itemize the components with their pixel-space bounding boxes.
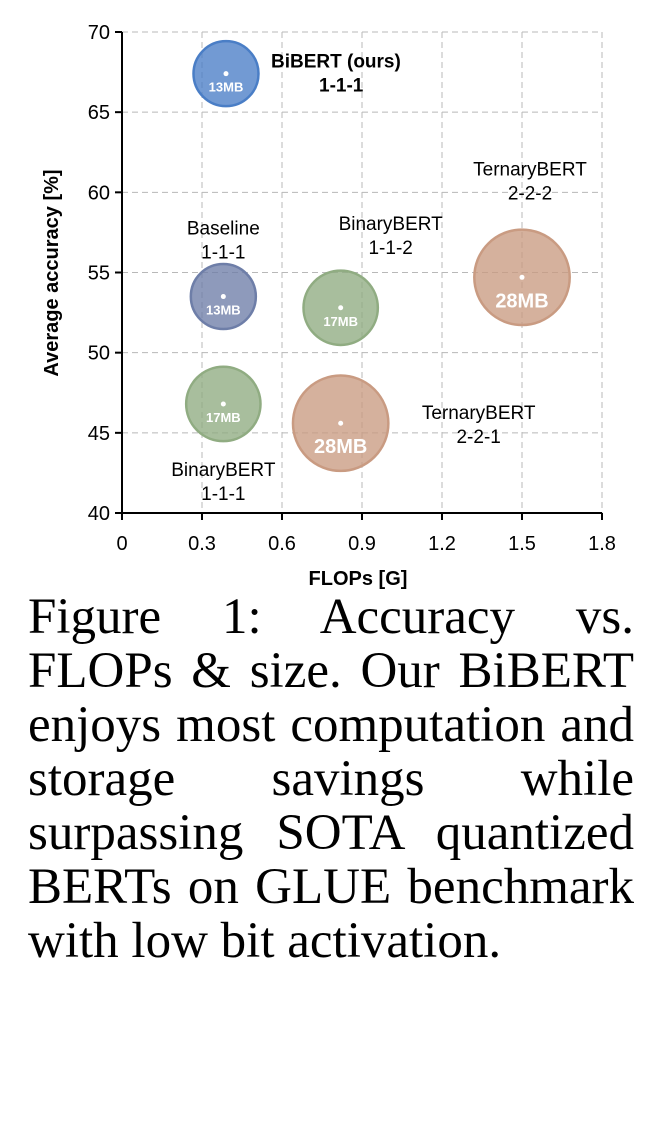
bubble-size-label: 28MB (495, 290, 548, 312)
bubble-labels: BiBERT (ours) 1-1-1 Baseline 1-1-1 BinaryBER… (171, 52, 587, 505)
y-tick-label: 60 (88, 182, 110, 204)
bubble-center-dot (519, 274, 525, 280)
bubble-config-label: 1-1-1 (201, 243, 245, 264)
y-tick-label: 50 (88, 343, 110, 365)
bubble-name-label: BinaryBERT (171, 460, 276, 481)
bubble-chart: 40 45 50 55 60 65 70 0 0.3 0.6 0.9 1.2 1.5 1.8 13MB 13… (41, 22, 616, 590)
bubble-center-dot (223, 71, 229, 77)
figure-caption: Figure 1: Accuracy vs. FLOPs & size. Our… (28, 589, 634, 970)
y-axis-title: Average accuracy [%] (41, 169, 63, 376)
bubble-group: 28MB (473, 228, 571, 327)
bubble-config-label: 1-1-1 (319, 76, 364, 97)
bubble-name-label: BinaryBERT (339, 214, 444, 235)
x-tick-label: 1.8 (588, 533, 616, 555)
bubble-center-dot (220, 294, 226, 300)
x-axis-title: FLOPs [G] (309, 568, 408, 590)
bubble-center-dot (220, 401, 226, 407)
bubble-center-dot (338, 420, 344, 426)
x-tick-label: 0.3 (188, 533, 216, 555)
bubble-size-label: 17MB (206, 410, 241, 425)
y-tick-label: 40 (88, 503, 110, 525)
y-tick-label: 70 (88, 22, 110, 44)
bubble-name-label: TernaryBERT (473, 159, 587, 180)
y-tick-label: 55 (88, 263, 110, 285)
bubble-config-label: 1-1-2 (368, 238, 412, 259)
bubble-config-label: 1-1-1 (201, 484, 245, 505)
bubble-name-label: Baseline (187, 219, 260, 240)
bubbles: 13MB 13MB 17MB 28MB 17MB 28MB (184, 39, 571, 473)
x-tick-label: 0.9 (348, 533, 376, 555)
bubble-config-label: 2-2-2 (508, 183, 552, 204)
x-tick-label: 0.6 (268, 533, 296, 555)
bubble-group: 13MB (192, 39, 260, 108)
bubble-name-label: BiBERT (ours) (271, 52, 401, 73)
y-tick-label: 65 (88, 102, 110, 124)
bubble-size-label: 17MB (323, 314, 358, 329)
bubble-center-dot (338, 305, 344, 311)
bubble-group: 17MB (184, 365, 262, 443)
bubble-group: 17MB (302, 269, 380, 347)
x-tick-label: 1.2 (428, 533, 456, 555)
bubble-group: 13MB (189, 262, 258, 331)
x-tick-label: 1.5 (508, 533, 536, 555)
bubble-group: 28MB (291, 374, 390, 473)
y-tick-label: 45 (88, 423, 110, 445)
x-tick-label: 0 (116, 533, 127, 555)
bubble-config-label: 2-2-1 (456, 427, 500, 448)
bubble-name-label: TernaryBERT (422, 403, 536, 424)
bubble-size-label: 28MB (314, 436, 367, 458)
bubble-size-label: 13MB (206, 303, 241, 318)
bubble-size-label: 13MB (209, 80, 244, 95)
axes: 40 45 50 55 60 65 70 0 0.3 0.6 0.9 1.2 1.5 1.8 (88, 22, 616, 555)
